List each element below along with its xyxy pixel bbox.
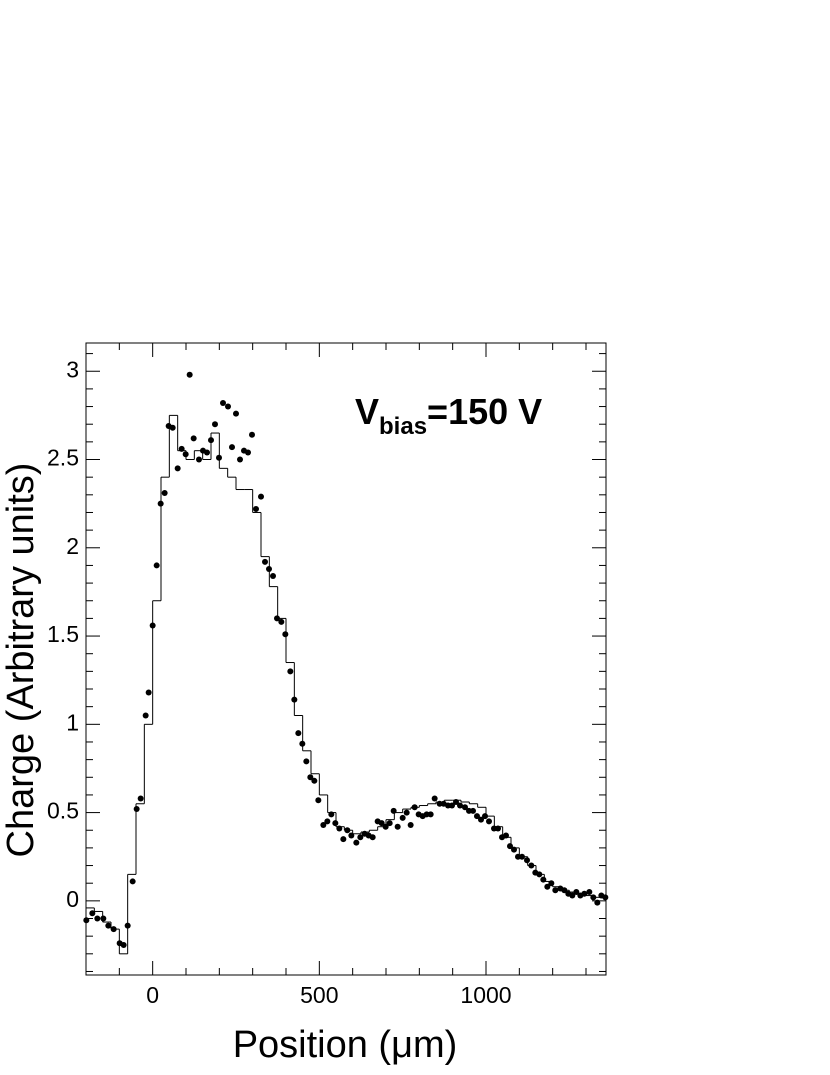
data-point: [394, 823, 401, 830]
data-point: [249, 431, 255, 438]
data-point: [237, 456, 243, 463]
data-point: [586, 889, 593, 896]
y-tick-label: 3: [66, 356, 79, 382]
data-point: [190, 435, 197, 442]
data-point: [315, 797, 322, 804]
y-tick-label: 1.5: [47, 621, 79, 647]
data-point: [204, 449, 210, 456]
data-point: [378, 820, 385, 827]
y-axis-label: Charge (Arbitrary units): [0, 463, 42, 858]
y-tick-label: 2.5: [47, 445, 79, 471]
data-point: [478, 816, 484, 823]
data-point: [225, 403, 231, 410]
data-point: [253, 505, 259, 512]
data-point: [105, 922, 112, 929]
data-point: [544, 883, 551, 890]
data-point: [320, 821, 327, 828]
data-point: [353, 839, 360, 846]
data-point: [89, 910, 96, 917]
data-point: [386, 820, 393, 827]
data-point: [245, 449, 251, 456]
data-point: [486, 818, 492, 825]
data-point: [427, 811, 434, 818]
data-point: [307, 774, 314, 781]
data-point: [258, 493, 264, 500]
data-point: [233, 410, 239, 417]
data-point: [169, 424, 176, 431]
data-point: [270, 573, 276, 580]
data-point: [161, 490, 168, 497]
data-point: [295, 730, 302, 737]
data-point: [552, 887, 559, 894]
data-point: [332, 820, 339, 827]
y-tick-label: 2: [66, 533, 79, 559]
data-point: [262, 558, 268, 565]
data-point: [569, 892, 576, 899]
data-point: [340, 836, 347, 843]
y-tick-label: 0: [66, 886, 79, 912]
data-point: [457, 802, 463, 809]
annotation-rest: =150 V: [427, 391, 542, 432]
data-point: [462, 804, 468, 811]
data-point: [431, 795, 438, 802]
x-tick-label: 1000: [460, 982, 511, 1008]
plot-frame: [85, 342, 607, 976]
data-point: [311, 777, 318, 784]
data-point: [196, 456, 202, 463]
x-axis-label: Position (μm): [233, 1024, 458, 1066]
data-point: [594, 899, 601, 906]
data-point: [407, 821, 414, 828]
data-point: [524, 857, 530, 864]
data-point: [449, 802, 455, 809]
data-point: [142, 712, 149, 719]
data-point: [129, 878, 136, 885]
data-point: [403, 809, 410, 816]
annotation-sub: bias: [379, 413, 427, 440]
annotation: Vbias=150 V: [355, 391, 542, 440]
data-point: [120, 941, 127, 948]
data-point: [220, 400, 226, 407]
data-point: [324, 818, 331, 825]
data-point: [83, 917, 90, 924]
data-point: [137, 795, 144, 802]
data-point: [186, 371, 193, 378]
data-point: [399, 814, 406, 821]
x-tick-label: 500: [300, 982, 338, 1008]
y-tick-label: 1: [66, 709, 79, 735]
data-point: [100, 915, 107, 922]
data-point: [357, 834, 364, 841]
y-tick-label: 0.5: [47, 798, 79, 824]
data-point: [470, 807, 476, 814]
data-point: [153, 562, 160, 569]
data-point: [274, 615, 280, 622]
x-tick-label: 0: [146, 982, 159, 1008]
data-point: [303, 758, 310, 765]
data-point: [287, 668, 294, 675]
data-point: [174, 465, 181, 472]
data-point: [369, 834, 376, 841]
annotation-main: V: [355, 391, 379, 432]
data-point: [229, 444, 235, 451]
data-point: [282, 631, 289, 638]
data-point: [145, 689, 152, 696]
data-point: [278, 618, 285, 625]
data-point: [94, 915, 101, 922]
data-point: [474, 813, 480, 820]
data-point: [133, 806, 140, 813]
data-point: [602, 894, 609, 901]
data-point: [212, 421, 218, 428]
